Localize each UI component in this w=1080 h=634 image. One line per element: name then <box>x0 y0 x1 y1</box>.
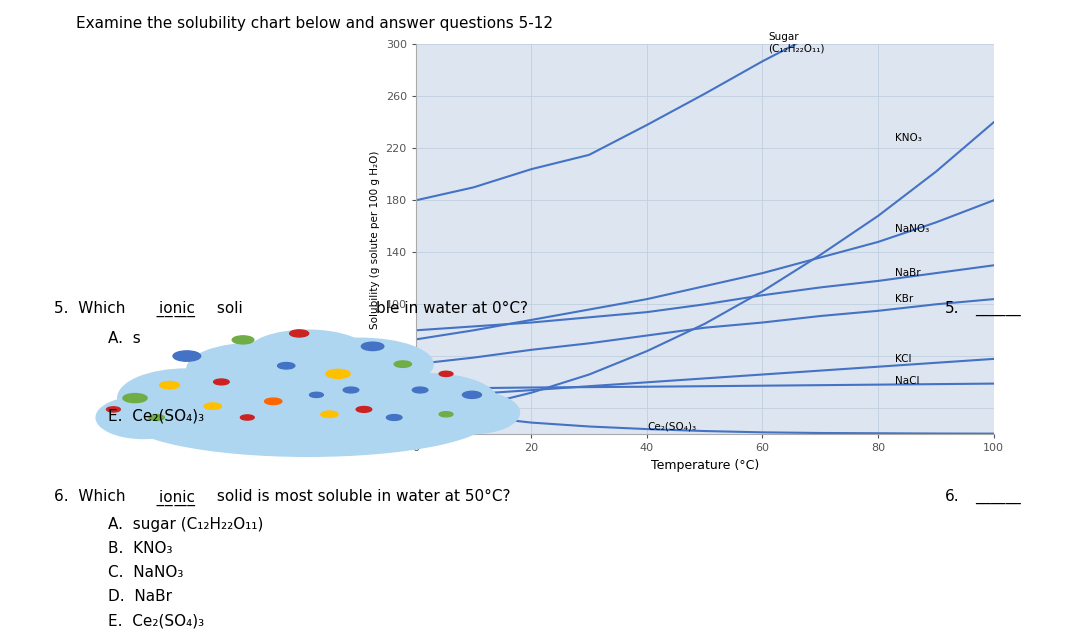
Text: solid is most soluble in water at 50°C?: solid is most soluble in water at 50°C? <box>212 489 510 505</box>
Ellipse shape <box>124 378 491 456</box>
Text: 5.  Which: 5. Which <box>54 301 131 316</box>
Text: C.  NaNO₃: C. NaNO₃ <box>108 565 184 580</box>
Text: KNO₃: KNO₃ <box>895 133 922 143</box>
Text: A.  s: A. s <box>108 331 140 346</box>
Circle shape <box>241 415 254 420</box>
Circle shape <box>265 398 282 404</box>
Circle shape <box>160 382 179 389</box>
Circle shape <box>462 391 482 398</box>
Text: E.  Ce₂(SO₄)₃: E. Ce₂(SO₄)₃ <box>108 613 204 628</box>
Circle shape <box>232 336 254 344</box>
Text: E.  Ce₂(SO₄)₃: E. Ce₂(SO₄)₃ <box>108 409 204 424</box>
Ellipse shape <box>96 396 191 439</box>
Text: soli: soli <box>212 301 242 316</box>
Text: NaNO₃: NaNO₃ <box>895 224 930 234</box>
Text: 5.: 5. <box>945 301 959 316</box>
Circle shape <box>440 411 453 417</box>
Text: Ce₂(SO₄)₃: Ce₂(SO₄)₃ <box>647 422 696 432</box>
Circle shape <box>326 370 350 378</box>
Text: ble in water at 0°C?: ble in water at 0°C? <box>376 301 528 316</box>
Text: D.  NaBr: D. NaBr <box>108 589 172 604</box>
Y-axis label: Solubility (g solute per 100 g H₂O): Solubility (g solute per 100 g H₂O) <box>370 150 380 328</box>
Ellipse shape <box>286 339 433 390</box>
Text: KBr: KBr <box>895 294 914 304</box>
Circle shape <box>123 394 147 403</box>
Circle shape <box>278 363 295 369</box>
X-axis label: Temperature (°C): Temperature (°C) <box>650 459 759 472</box>
Circle shape <box>440 372 453 377</box>
Circle shape <box>394 361 411 367</box>
Circle shape <box>343 387 359 393</box>
Ellipse shape <box>360 374 498 429</box>
Ellipse shape <box>424 392 519 434</box>
Text: i̲o̲n̲i̲c̲: i̲o̲n̲i̲c̲ <box>160 489 195 506</box>
Text: 6.: 6. <box>945 489 960 505</box>
Text: A.  sugar (C₁₂H₂₂O₁₁): A. sugar (C₁₂H₂₂O₁₁) <box>108 517 264 532</box>
Circle shape <box>356 406 372 412</box>
Text: 6.  Which: 6. Which <box>54 489 131 505</box>
Text: KCl: KCl <box>895 354 912 364</box>
Circle shape <box>214 379 229 385</box>
Ellipse shape <box>178 360 437 417</box>
Text: NaBr: NaBr <box>895 268 921 278</box>
Circle shape <box>149 415 164 420</box>
Text: B.  KNO₃: B. KNO₃ <box>108 541 173 556</box>
Text: NaCl: NaCl <box>895 376 920 386</box>
Circle shape <box>310 392 323 398</box>
Circle shape <box>362 342 383 351</box>
Text: ______: ______ <box>975 301 1021 316</box>
Text: Examine the solubility chart below and answer questions 5-12: Examine the solubility chart below and a… <box>76 16 553 31</box>
Text: i̲o̲n̲i̲c̲: i̲o̲n̲i̲c̲ <box>160 301 195 318</box>
Circle shape <box>173 351 201 361</box>
Circle shape <box>289 330 309 337</box>
Text: ______: ______ <box>975 489 1021 505</box>
Text: Sugar
(C₁₂H₂₂O₁₁): Sugar (C₁₂H₂₂O₁₁) <box>768 32 825 53</box>
Circle shape <box>107 407 120 412</box>
Ellipse shape <box>118 369 256 427</box>
Circle shape <box>387 415 402 420</box>
Ellipse shape <box>247 330 368 375</box>
Ellipse shape <box>187 343 325 395</box>
Circle shape <box>204 403 221 410</box>
Circle shape <box>413 387 428 393</box>
Circle shape <box>321 411 338 417</box>
